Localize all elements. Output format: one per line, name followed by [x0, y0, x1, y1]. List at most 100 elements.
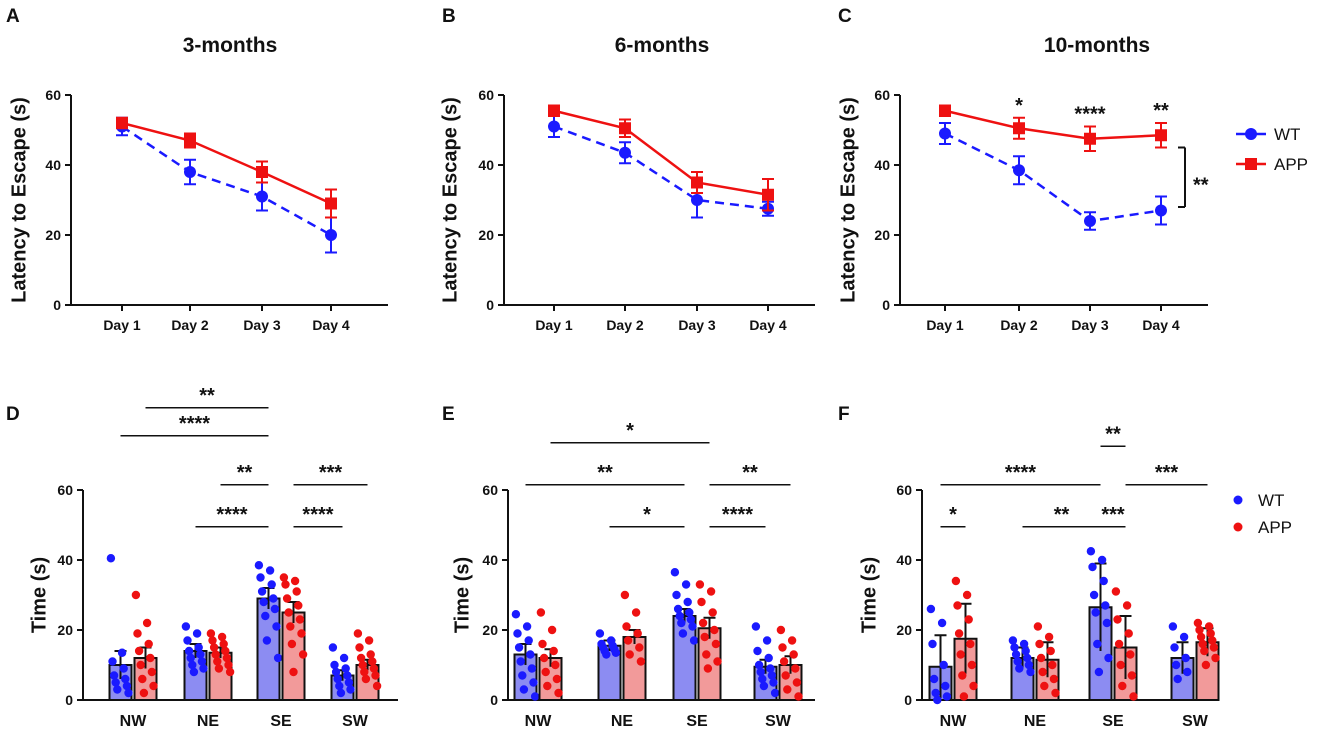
data-point-app [1013, 122, 1025, 135]
scatter-point-app [953, 601, 962, 610]
scatter-point-app [356, 653, 366, 663]
scatter-point-wt [194, 643, 203, 652]
scatter-point-wt [273, 653, 283, 663]
scatter-point-wt [758, 674, 767, 684]
scatter-point-wt [1181, 653, 1190, 663]
scatter-point-app [298, 650, 308, 659]
comparison-label: ** [237, 462, 253, 484]
data-point-wt [939, 127, 951, 140]
scatter-point-wt [1168, 622, 1178, 631]
scatter-point-wt [199, 664, 208, 673]
scatter-point-app [541, 667, 550, 677]
scatter-point-wt [346, 685, 355, 694]
scatter-point-wt [764, 653, 773, 663]
scatter-point-app [1113, 615, 1122, 624]
scatter-point-app [1209, 643, 1219, 652]
scatter-point-app [1051, 688, 1060, 698]
series-line-wt [944, 132, 1162, 223]
x-tick-label: Day 1 [535, 317, 573, 333]
scatter-point-app [1204, 622, 1214, 631]
scatter-point-app [292, 587, 301, 596]
data-point-app [1155, 129, 1167, 142]
x-tick-label: NE [197, 713, 220, 730]
scatter-point-wt [756, 667, 765, 677]
scatter-point-app [789, 650, 798, 659]
scatter-point-app [286, 622, 295, 631]
scatter-point-app [1200, 646, 1209, 656]
scatter-point-app [222, 653, 232, 663]
scatter-point-app [552, 674, 562, 684]
scatter-point-app [139, 688, 149, 698]
panel-title: 6-months [615, 34, 710, 57]
scatter-point-wt [184, 646, 194, 656]
scatter-point-app [1046, 646, 1055, 656]
scatter-point-app [1040, 681, 1049, 691]
scatter-point-app [287, 639, 297, 649]
y-tick-label: 0 [882, 297, 890, 313]
scatter-point-app [951, 576, 961, 586]
panel-letter: D [6, 404, 20, 425]
x-tick-label: SE [1102, 713, 1124, 730]
data-point-wt [1013, 164, 1025, 177]
scatter-point-app [962, 590, 972, 600]
y-tick-label: 20 [874, 227, 890, 243]
y-axis-label: Latency to Escape (s) [8, 97, 30, 303]
scatter-point-app [1049, 674, 1059, 684]
x-tick-label: Day 4 [749, 317, 787, 333]
scatter-point-app [695, 580, 705, 589]
scatter-point-wt [688, 622, 697, 631]
scatter-point-wt [1099, 576, 1108, 586]
y-tick-label: 20 [45, 227, 61, 243]
scatter-point-app [711, 639, 721, 649]
comparison-label: * [643, 504, 651, 526]
scatter-point-app [954, 629, 964, 638]
scatter-point-app [1038, 667, 1047, 677]
scatter-point-app [355, 643, 364, 652]
scatter-point-app [372, 681, 382, 691]
scatter-point-wt [196, 650, 205, 659]
scatter-point-app [1196, 632, 1206, 642]
scatter-point-app [1048, 660, 1057, 670]
series-line-wt [553, 125, 769, 210]
x-tick-label: Day 1 [926, 317, 964, 333]
x-tick-label: Day 4 [312, 317, 350, 333]
scatter-point-wt [602, 650, 611, 659]
scatter-point-wt [929, 674, 939, 684]
scatter-point-wt [256, 573, 265, 582]
panel-letter: F [838, 404, 850, 425]
y-axis-label: Latency to Escape (s) [439, 97, 461, 303]
scatter-point-wt [259, 597, 268, 607]
x-tick-label: Day 2 [606, 317, 644, 333]
scatter-point-app [964, 615, 973, 624]
x-tick-label: NW [120, 713, 148, 730]
scatter-point-app [1211, 653, 1220, 663]
scatter-point-wt [751, 622, 761, 631]
scatter-point-wt [124, 688, 133, 698]
data-point-app [116, 117, 128, 129]
scatter-point-wt [769, 678, 778, 687]
scatter-point-wt [328, 643, 338, 652]
scatter-point-wt [672, 590, 681, 600]
scatter-point-app [698, 618, 708, 628]
scatter-point-wt [1183, 667, 1192, 677]
scatter-point-wt [197, 657, 207, 666]
scatter-point-wt [181, 622, 191, 631]
scatter-point-app [539, 653, 549, 663]
scatter-point-wt [753, 646, 762, 656]
scatter-point-app [297, 629, 306, 638]
y-tick-label: 20 [478, 227, 494, 243]
scatter-point-app [208, 636, 217, 645]
panel-B: 0 20 40 60 Latency to Escape (s) B 6-months Day… [439, 6, 815, 333]
scatter-point-app [289, 667, 298, 677]
scatter-point-wt [678, 629, 688, 638]
scatter-point-wt [1093, 639, 1102, 649]
scatter-point-wt [192, 629, 202, 638]
scatter-point-wt [254, 561, 264, 570]
scatter-point-app [364, 636, 374, 645]
scatter-point-wt [937, 618, 947, 628]
scatter-point-app [710, 625, 719, 635]
panel-title: 3-months [183, 34, 278, 57]
scatter-point-app [1114, 639, 1124, 649]
scatter-point-wt [686, 615, 696, 624]
